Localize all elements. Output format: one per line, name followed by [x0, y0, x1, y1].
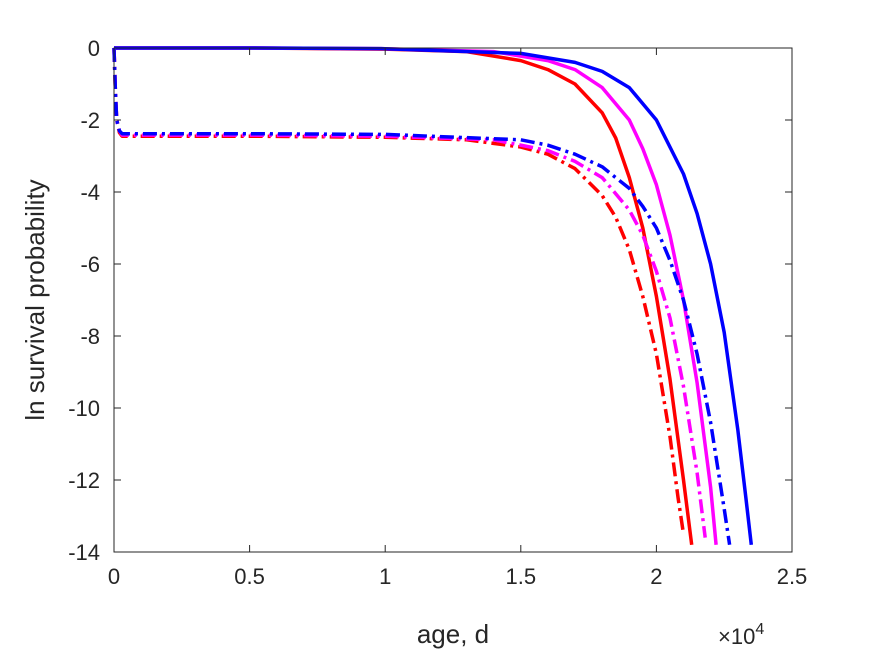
x-tick-label: 2.5 — [777, 564, 808, 589]
tick-layer: 0 0.5 1 1.5 2 2.5 0 -2 -4 -6 -8 -10 -12 -14 — [68, 36, 807, 589]
y-axis-label: ln survival probability — [20, 179, 50, 420]
y-tick-label: -6 — [80, 252, 100, 277]
plot-area-frame — [113, 47, 793, 553]
series-layer — [112, 46, 754, 546]
y-tick-label: -12 — [68, 468, 100, 493]
y-tick-label: -14 — [68, 540, 100, 565]
y-tick-label: -4 — [80, 180, 100, 205]
x-tick-label: 0 — [108, 564, 120, 589]
series-line-3-solid — [114, 46, 754, 546]
x-axis-label: age, d — [417, 619, 489, 649]
x-exponent-label: ×104 — [718, 621, 764, 649]
x-exponent-base: ×10 — [718, 624, 755, 649]
y-tick-label: -10 — [68, 396, 100, 421]
y-tick-label: -2 — [80, 108, 100, 133]
x-tick-label: 2 — [650, 564, 662, 589]
x-exponent-power: 4 — [755, 621, 764, 638]
series-line-6-dashdot — [112, 47, 732, 546]
y-tick-label: -8 — [80, 324, 100, 349]
x-tick-label: 0.5 — [234, 564, 265, 589]
y-tick-label: 0 — [88, 36, 100, 61]
x-tick-label: 1 — [379, 564, 391, 589]
x-tick-label: 1.5 — [506, 564, 537, 589]
